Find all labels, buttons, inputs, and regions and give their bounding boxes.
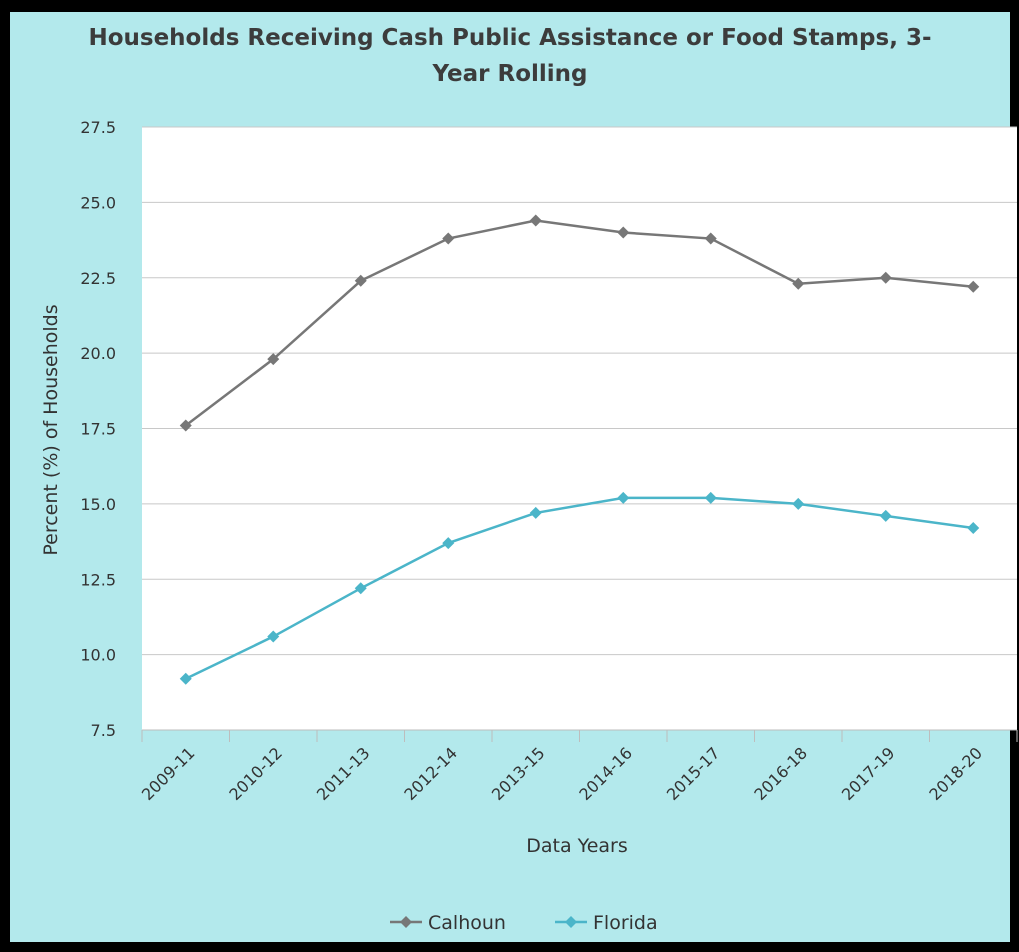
data-point-florida [179,672,192,685]
legend-marker-florida [565,916,577,928]
legend-label-calhoun: Calhoun [428,912,506,934]
x-tick-label: 2013-15 [488,743,549,804]
data-point-florida [967,521,980,534]
data-point-florida [442,537,455,550]
series-line-calhoun [184,219,974,427]
chart-title: Households Receiving Cash Public Assista… [88,25,932,87]
x-tick-label: 2011-13 [313,743,374,804]
data-point-calhoun [967,280,980,293]
data-point-calhoun [792,277,805,290]
data-point-florida [529,506,542,519]
data-point-calhoun [442,232,455,245]
x-axis: 2009-11 2010-12 2011-13 2012-14 2013-15 2014-… [138,729,1018,804]
y-tick-label: 20.0 [80,344,116,363]
data-point-calhoun [267,353,280,366]
legend-label-florida: Florida [593,912,658,934]
data-point-florida [617,491,630,504]
data-point-florida [354,582,367,595]
data-point-calhoun [179,419,192,432]
y-tick-label: 27.5 [80,118,116,137]
data-point-florida [792,497,805,510]
y-tick-label: 22.5 [80,269,116,288]
series-line-florida [185,496,974,680]
y-tick-label: 10.0 [80,646,116,665]
x-tick-label: 2015-17 [663,743,724,804]
legend: Calhoun Florida [390,912,658,934]
y-tick-label: 17.5 [80,420,116,439]
data-point-florida [267,630,280,643]
y-tick-label: 12.5 [80,570,116,589]
x-tick-label: 2016-18 [750,743,811,804]
y-axis-title: Percent (%) of Households [40,304,62,555]
data-point-calhoun [354,274,367,287]
y-tick-label: 15.0 [80,495,116,514]
x-axis-title: Data Years [526,835,628,857]
x-tick-label: 2009-11 [138,743,199,804]
data-point-calhoun [704,232,717,245]
data-point-florida [704,491,717,504]
legend-marker-calhoun [400,916,412,928]
y-axis-ticks: 7.5 10.0 12.5 15.0 17.5 20.0 22.5 25.0 27.5 [80,118,116,740]
data-point-florida [879,509,892,522]
x-tick-label: 2018-20 [925,743,986,804]
series-lines [179,214,980,685]
x-tick-label: 2010-12 [225,743,286,804]
data-point-calhoun [529,214,542,227]
data-point-calhoun [879,271,892,284]
data-point-calhoun [617,226,630,239]
x-tick-label: 2012-14 [400,743,461,804]
y-tick-label: 7.5 [91,721,116,740]
y-tick-label: 25.0 [80,193,116,212]
x-tick-label: 2017-19 [838,743,899,804]
x-tick-label: 2014-16 [575,743,636,804]
